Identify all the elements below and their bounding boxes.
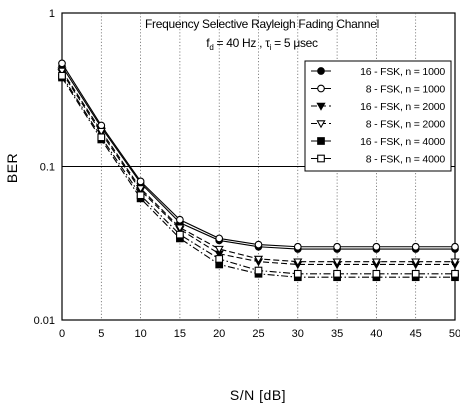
fd-subscript: d [209,43,213,52]
legend-item: 16 - FSK, n = 4000 [311,136,446,148]
data-point [57,67,67,76]
data-point [451,242,459,251]
data-point [333,269,341,278]
data-point [254,240,263,249]
legend-box [304,60,452,172]
y-tick-label: 0.01 [34,315,55,327]
x-tick-label: 10 [134,328,146,340]
tau-symbol: τ [265,36,270,50]
legend-marker [317,137,325,145]
tau-subscript: i [270,43,272,52]
legend-marker [317,154,325,163]
tau-value: = 5 μsec [271,36,318,50]
data-point [136,185,146,194]
data-point [58,59,66,68]
data-point [214,245,224,254]
ticks: 0 5 10 15 20 25 30 35 40 45 50 1 0.1 0.01 [34,8,460,340]
chart-title: Frequency Selective Rayleigh Fading Chan… [145,17,379,31]
x-tick-label: 40 [370,328,382,340]
x-tick-label: 25 [252,328,264,340]
data-point [136,177,145,186]
series-6 [58,71,459,278]
data-point [253,255,264,264]
legend-label: 16 - FSK, n = 2000 [360,101,445,113]
legend-item: 16 - FSK, n = 2000 [311,101,446,113]
data-point [332,258,342,267]
series-2 [58,59,459,251]
x-tick-label: 0 [59,328,65,340]
y-tick-label: 0.1 [40,162,55,174]
data-point [293,258,303,267]
legend-item: 8 - FSK, n = 2000 [311,119,446,131]
data-point [136,191,145,200]
data-point [215,234,224,243]
data-point [372,242,381,251]
legend-label: 8 - FSK, n = 4000 [366,154,446,166]
x-tick-label: 35 [331,328,343,340]
data-point [411,258,421,267]
data-point [333,242,341,251]
legend-items: 16 - FSK, n = 1000 8 - FSK, n = 1000 16 - … [311,66,446,166]
data-point [254,266,263,275]
legend-item: 8 - FSK, n = 4000 [311,154,446,166]
x-tick-label: 15 [174,328,186,340]
data-point [96,127,106,136]
data-point [176,230,184,239]
chart-subtitle: fd = 40 Hz , τi = 5 μsec [206,36,318,52]
fd-symbol: f [206,36,210,50]
legend-label: 8 - FSK, n = 1000 [366,84,446,96]
data-point [411,269,420,278]
data-point [371,258,381,267]
legend-label: 16 - FSK, n = 1000 [360,66,445,78]
y-axis-label: BER [4,153,20,183]
data-point [411,242,420,251]
data-point [293,242,302,251]
legend-label: 8 - FSK, n = 2000 [366,119,446,131]
data-point [293,269,302,278]
legend-marker [316,120,326,129]
x-tick-label: 45 [410,328,422,340]
data-point [97,133,106,142]
data-point [58,71,66,80]
legend-marker [316,102,326,111]
legend-marker [317,67,325,75]
data-point [451,269,459,278]
series-4 [57,67,460,267]
data-point [372,269,381,278]
data-point [450,258,460,267]
data-point [175,224,185,233]
legend-item: 16 - FSK, n = 1000 [311,66,446,78]
x-tick-label: 50 [449,328,460,340]
y-tick-label: 1 [49,8,55,20]
legend-item: 8 - FSK, n = 1000 [311,84,446,96]
data-point [215,255,224,263]
x-axis-label: S/N [dB] [230,387,286,403]
x-tick-label: 5 [98,328,104,340]
x-tick-label: 20 [213,328,225,340]
data-point [176,215,184,224]
x-tick-label: 30 [292,328,304,340]
series-layer [57,59,460,282]
legend-marker [317,84,325,93]
legend: 16 - FSK, n = 1000 8 - FSK, n = 1000 16 - … [304,60,452,172]
legend-label: 16 - FSK, n = 4000 [360,136,445,148]
fd-value: = 40 Hz , [213,36,265,50]
